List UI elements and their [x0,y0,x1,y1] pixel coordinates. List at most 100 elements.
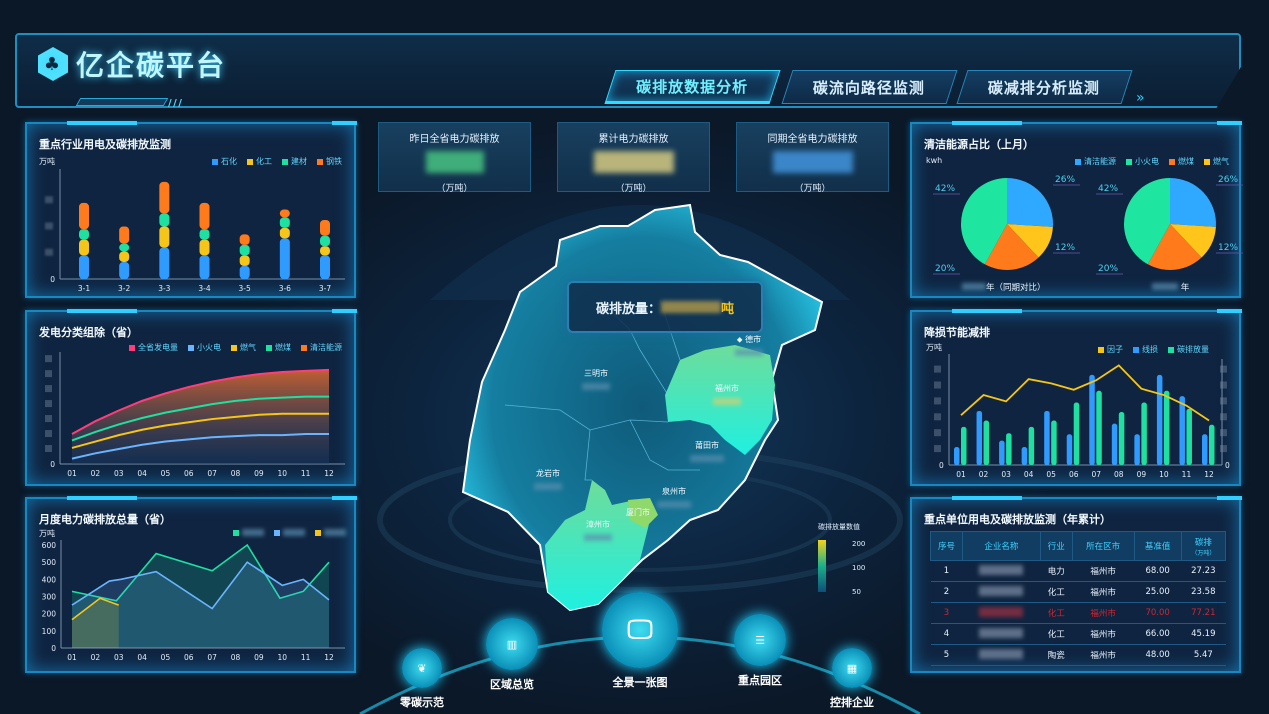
y-tick-label: 600 [42,541,57,550]
bar [983,420,990,465]
legend-item[interactable]: 小火电 [188,342,221,353]
map-legend-scale[interactable] [818,540,826,592]
x-tick-label: 11 [1182,470,1192,479]
pie-caption-2: 年 [1152,281,1189,293]
legend-label: 小火电 [197,343,221,352]
city-longyan[interactable]: 龙岩市 [534,468,562,492]
legend-item[interactable]: 清洁能源 [1075,156,1116,167]
table-cell: 5 [930,644,963,666]
right-tick-label-blurred [1220,381,1227,389]
x-tick-label: 11 [301,469,311,478]
table-row[interactable]: 5 陶瓷 福州市 48.00 5.47 [930,644,1226,666]
x-tick-label: 3-3 [158,284,170,293]
column-header[interactable]: 企业名称 [961,531,1041,561]
x-tick-label: 02 [91,469,101,478]
city-zhangzhou[interactable]: 漳州市 [584,519,612,543]
table-row[interactable]: 3 化工 福州市 70.00 77.21 [930,602,1226,624]
series-line [71,543,330,602]
bar-segment [79,202,89,230]
x-tick-label: 01 [67,653,77,662]
table-cell: 45.19 [1181,623,1226,645]
bar [1202,434,1208,465]
series-line [71,395,329,442]
leaf-icon: ❦ [402,648,442,688]
series-line [71,597,120,621]
monitor-icon: 🖵 [602,592,678,668]
nav-zero-carbon[interactable]: ❦ 零碳示范 [392,648,452,710]
bar [1089,374,1095,465]
pie-caption-1: 年（同期对比） [962,281,1046,293]
map-region-xiamen [628,498,658,528]
nav-controlled-enterprises[interactable]: ▦ 控排企业 [822,648,882,710]
city-fuzhou[interactable]: 福州市 [713,383,741,407]
city-quanzhou[interactable]: 泉州市 [657,486,691,510]
legend-item[interactable]: 燃煤 [1169,156,1194,167]
legend-item[interactable]: 石化 [212,156,237,167]
city-ningde[interactable]: ⬥ 德市 [735,334,763,358]
legend-swatch [1098,346,1104,353]
legend-item[interactable]: 线损 [1133,344,1158,355]
table-cell: 化工 [1040,581,1073,603]
city-xiamen[interactable]: 厦门市 [626,508,650,517]
legend-item[interactable]: 清洁能源 [301,342,342,353]
table-row[interactable]: 1 电力 福州市 68.00 27.23 [930,560,1226,582]
panel-key-units-table: 重点单位用电及碳排放监测（年累计） 序号 企业名称 行业 所在区市 基准值 碳排 （万吨） 1… [910,496,1242,673]
x-tick-label: 04 [137,653,147,662]
table-cell: 27.23 [1181,560,1226,582]
column-header[interactable]: 所在区市 [1071,531,1135,561]
chart-legend: 因子 线损 碳排放量 [1098,344,1209,355]
bar-segment [119,226,130,244]
chevron-right-icon[interactable]: » [1136,90,1145,106]
nav-panorama[interactable]: 🖵 全景一张图 [598,592,682,690]
y-tick-label: 400 [42,575,57,584]
x-tick-label: 01 [956,470,966,479]
table-row[interactable]: 2 化工 福州市 25.00 23.58 [930,581,1226,603]
legend-item[interactable]: 燃气 [231,342,256,353]
x-tick-label: 09 [254,469,264,478]
legend-label: 燃气 [240,343,256,352]
legend-item[interactable]: 钢铁 [317,156,342,167]
city-sanming[interactable]: 三明市 [582,368,610,392]
right-tick-label-blurred [1220,445,1227,453]
x-tick-label: 3-6 [279,284,291,293]
bar [1021,446,1028,465]
table-row[interactable]: 4 化工 福州市 66.00 45.19 [930,623,1226,645]
nav-region-overview[interactable]: ▥ 区域总览 [480,618,544,692]
column-header[interactable]: 碳排 （万吨） [1180,531,1227,561]
legend-swatch [188,344,194,351]
city-putian[interactable]: 莆田市 [690,440,724,464]
legend-item[interactable] [315,529,346,536]
x-tick-label: 06 [184,653,194,662]
bar-segment [199,229,210,240]
panel-monthly-emissions: 月度电力碳排放总量（省） 万吨 01 02 03 04 05 06 07 08 09 10 11 12 0… [25,496,357,673]
series-area [72,562,329,648]
x-tick-label: 3-5 [239,284,251,293]
bar [1051,420,1057,465]
bar-segment [159,213,170,227]
x-tick-label: 3-4 [198,284,210,293]
legend-item[interactable]: 小火电 [1126,156,1159,167]
column-header[interactable]: 序号 [930,531,963,561]
column-header[interactable]: 基准值 [1133,531,1182,561]
legend-item[interactable]: 碳排放量 [1168,344,1209,355]
bar-segment [159,226,170,248]
bar-segment [79,229,89,240]
legend-item[interactable] [233,529,264,536]
legend-item[interactable]: 因子 [1098,344,1123,355]
nav-key-parks[interactable]: ☰ 重点园区 [728,614,792,688]
legend-item[interactable]: 建材 [282,156,307,167]
y-tick-label: 500 [42,558,57,567]
bar-segment [199,255,210,279]
legend-item[interactable]: 燃煤 [266,342,291,353]
legend-label: 碳排放量 [1177,345,1209,354]
legend-label: 燃气 [1213,157,1229,166]
table-cell: 3 [930,602,963,624]
legend-item[interactable]: 化工 [247,156,272,167]
column-header[interactable]: 行业 [1039,531,1073,561]
panel-generation-category: 发电分类组除（省） 全省发电量 小火电 燃气 燃煤 清洁能源 01 02 03 04 05 06 07… [25,309,357,486]
legend-item[interactable]: 燃气 [1204,156,1229,167]
legend-item[interactable] [274,529,305,536]
table-cell [962,581,1041,603]
legend-item[interactable]: 全省发电量 [129,342,178,353]
server-icon: ☰ [734,614,786,666]
